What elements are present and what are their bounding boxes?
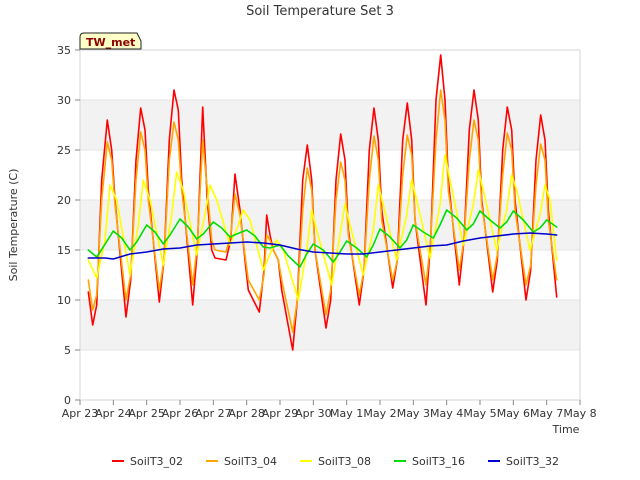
series-line-soilt3-08	[87, 154, 558, 301]
series-lines	[87, 54, 558, 351]
y-axis: 0 5 10 15 20 25 30 35	[57, 44, 80, 407]
x-tick-label: May 6	[497, 407, 530, 420]
y-tick-label: 10	[57, 294, 71, 307]
grid-band	[80, 350, 580, 400]
grid-bands	[80, 49, 580, 401]
y-axis-label: Soil Temperature (C)	[7, 169, 20, 282]
grid-band	[80, 50, 580, 100]
x-tick-label: Apr 28	[228, 407, 265, 420]
legend-label: SoilT3_32	[506, 455, 559, 468]
y-tick-label: 35	[57, 44, 71, 57]
series-line-soilt3-16	[87, 209, 558, 268]
legend-label: SoilT3_08	[318, 455, 371, 468]
x-tick-label: May 1	[330, 407, 363, 420]
legend-label: SoilT3_02	[130, 455, 183, 468]
x-axis-label: Time	[552, 423, 580, 436]
series-line-soilt3-32	[87, 232, 558, 260]
x-tick-label: May 7	[530, 407, 563, 420]
x-tick-label: Apr 29	[262, 407, 299, 420]
x-tick-label: Apr 30	[295, 407, 332, 420]
grid-band	[80, 100, 580, 150]
series-line-soilt3-04	[87, 89, 558, 333]
station-badge-shape	[79, 32, 142, 50]
plot-frame	[79, 49, 581, 401]
y-tick-label: 0	[64, 394, 71, 407]
x-tick-label: May 5	[463, 407, 496, 420]
x-tick-label: Apr 25	[128, 407, 165, 420]
x-tick-label: Apr 24	[95, 407, 132, 420]
station-badge-label: TW_met	[86, 36, 135, 49]
x-tick-label: May 2	[363, 407, 396, 420]
x-tick-label: May 3	[397, 407, 430, 420]
chart-title: Soil Temperature Set 3	[246, 4, 394, 19]
legend-label: SoilT3_04	[224, 455, 277, 468]
x-tick-label: May 8	[563, 407, 596, 420]
station-badge: TW_met	[79, 32, 142, 50]
y-tick-label: 25	[57, 144, 71, 157]
x-tick-label: Apr 23	[62, 407, 99, 420]
x-tick-label: Apr 27	[195, 407, 232, 420]
x-tick-label: Apr 26	[162, 407, 199, 420]
legend-label: SoilT3_16	[412, 455, 465, 468]
legend: SoilT3_02 SoilT3_04 SoilT3_08 SoilT3_16 Soil…	[112, 455, 559, 468]
y-tick-label: 20	[57, 194, 71, 207]
x-tick-label: May 4	[430, 407, 463, 420]
grid-band	[80, 150, 580, 200]
y-tick-label: 15	[57, 244, 71, 257]
y-tick-label: 5	[64, 344, 71, 357]
y-tick-label: 30	[57, 94, 71, 107]
